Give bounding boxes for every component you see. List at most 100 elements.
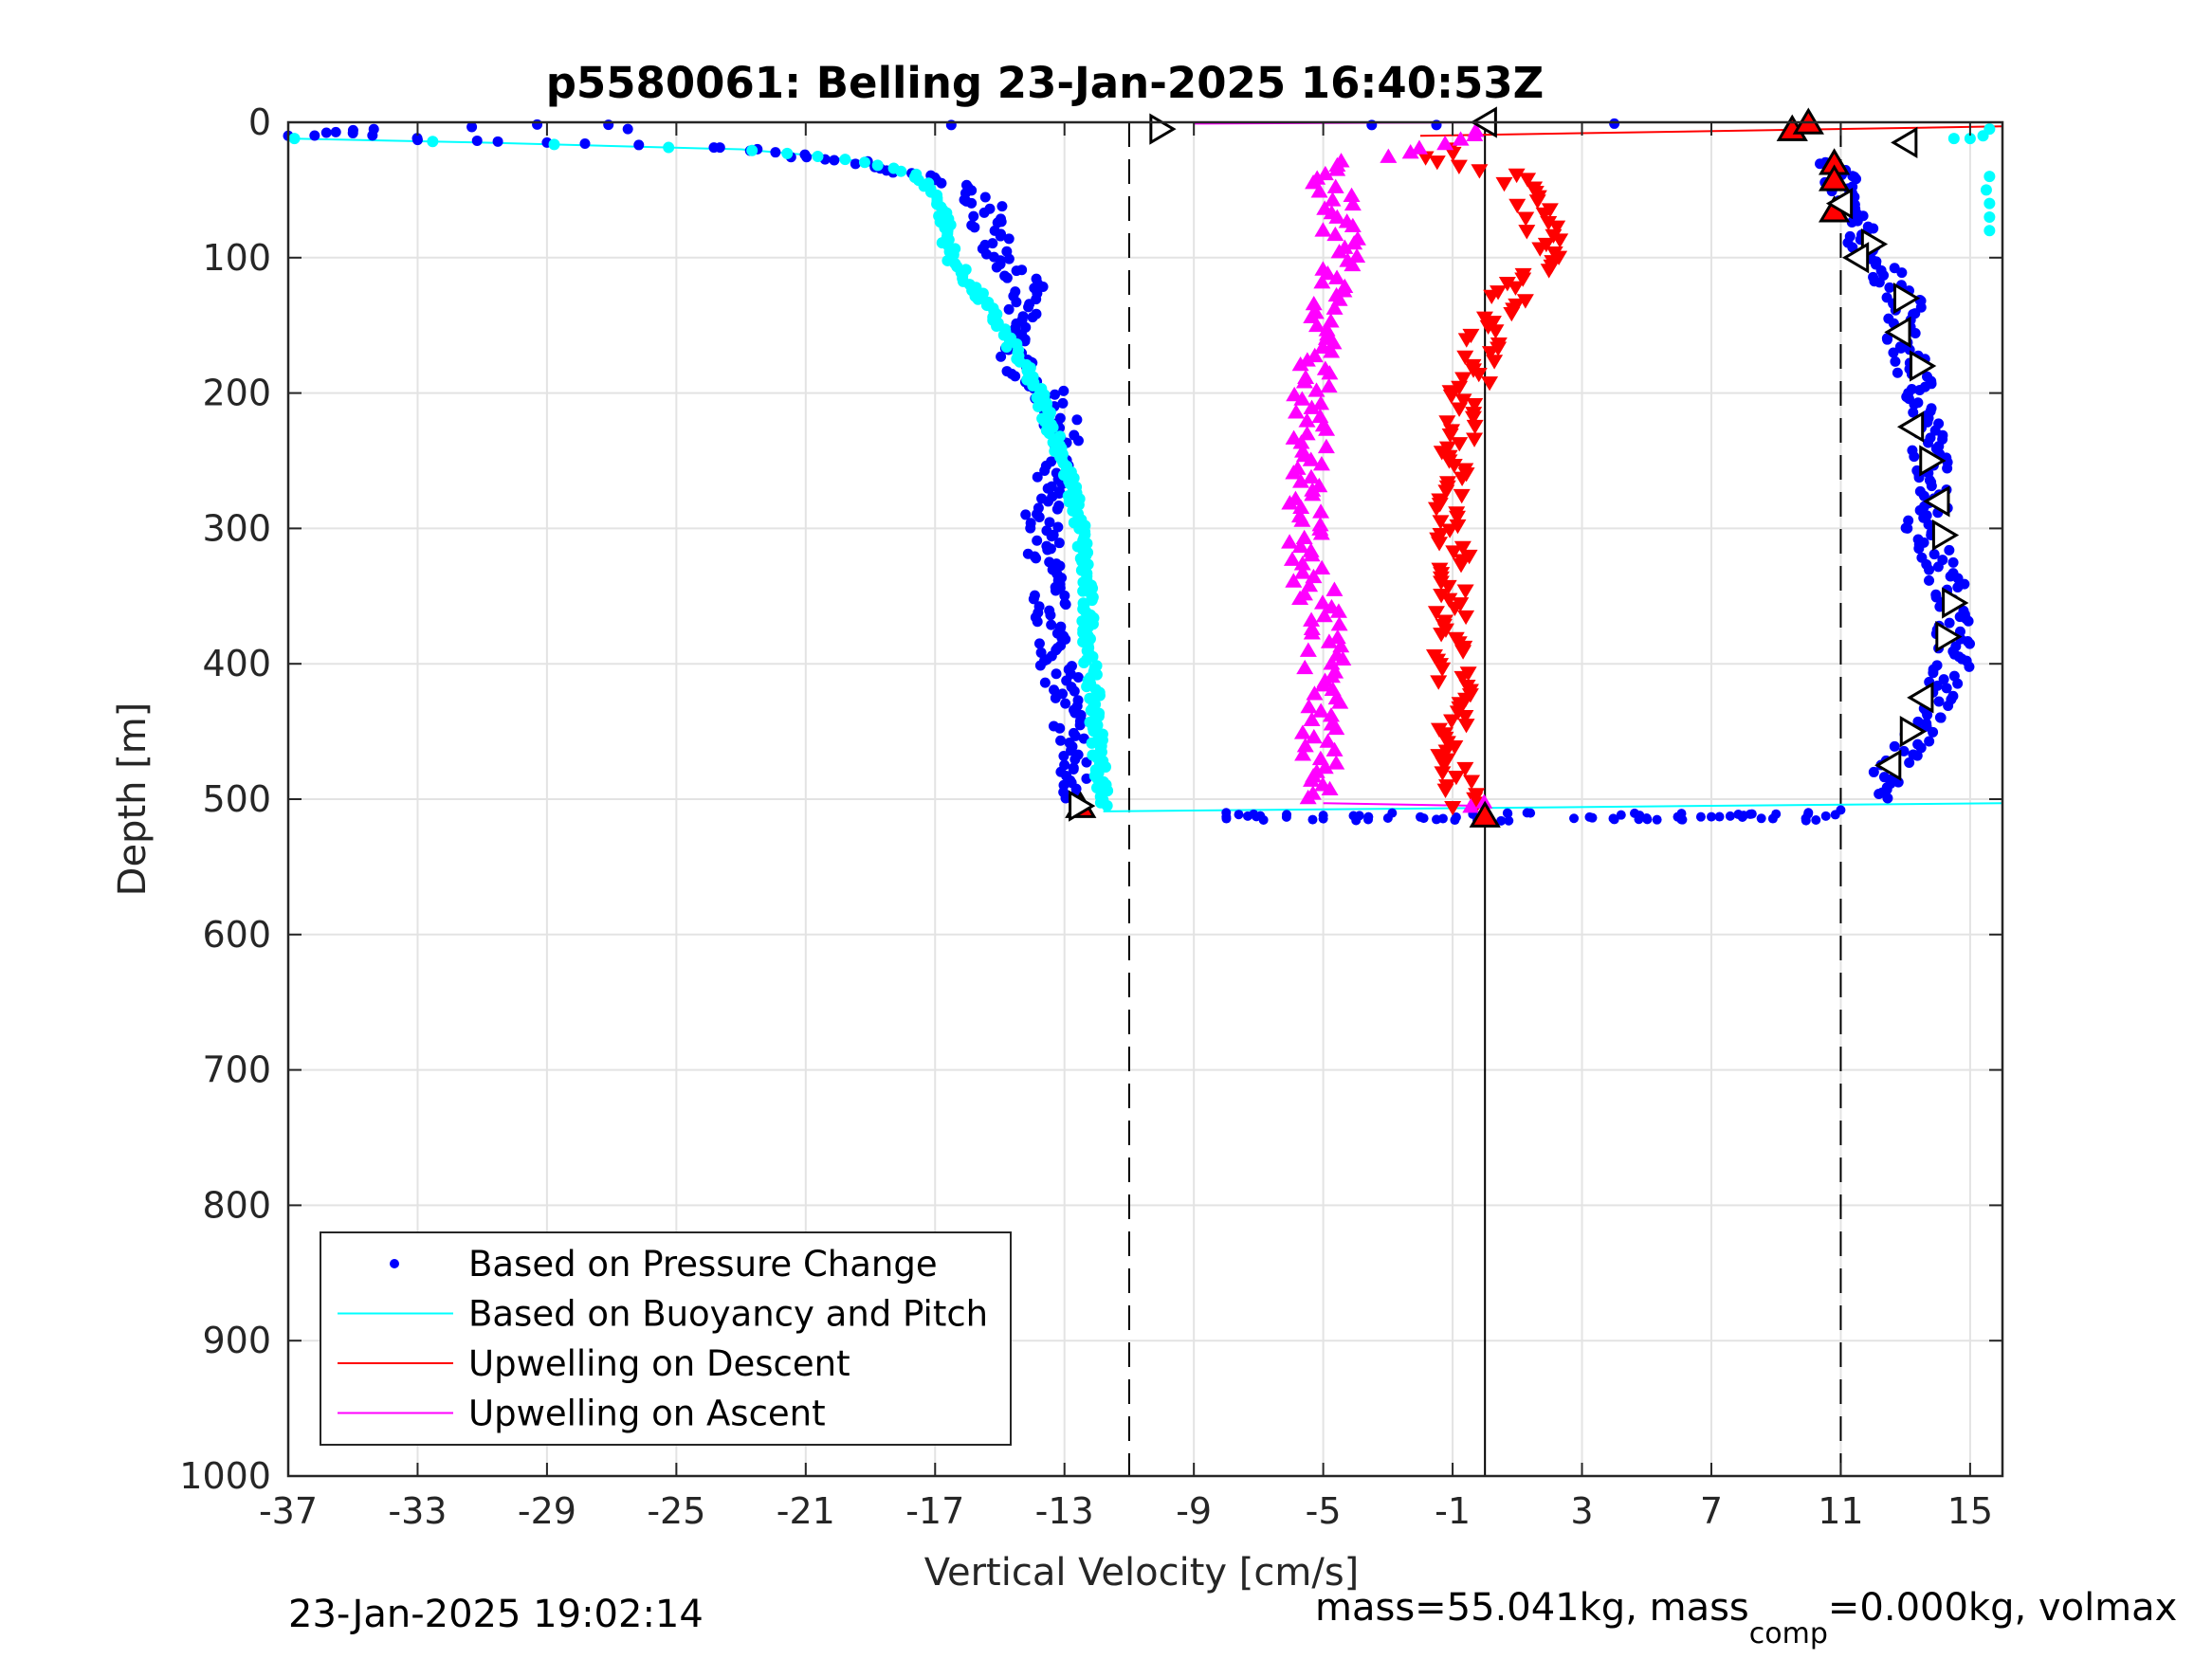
buoyancy-point bbox=[858, 156, 870, 169]
descent-marker bbox=[1466, 397, 1484, 413]
ascent-marker bbox=[1307, 763, 1325, 778]
pressure-point bbox=[1003, 303, 1015, 315]
pressure-point bbox=[1318, 813, 1328, 824]
descent-marker bbox=[1437, 744, 1455, 759]
buoyancy-point bbox=[812, 150, 824, 162]
x-tick-label: -37 bbox=[259, 1490, 318, 1532]
descent-marker bbox=[1471, 164, 1489, 179]
y-tick-label: 900 bbox=[202, 1320, 271, 1361]
pressure-point bbox=[1965, 638, 1976, 649]
ascent-marker bbox=[1319, 733, 1337, 748]
ascent-marker bbox=[1322, 707, 1340, 722]
ascent-marker bbox=[1325, 300, 1344, 315]
pressure-point bbox=[991, 262, 1002, 273]
descent-marker bbox=[1449, 519, 1467, 535]
x-tick-label: -13 bbox=[1035, 1490, 1094, 1532]
x-tick-label: 11 bbox=[1818, 1490, 1863, 1532]
ascent-marker bbox=[1336, 239, 1354, 254]
ascent-marker bbox=[1475, 793, 1493, 809]
open-marker bbox=[1874, 749, 1902, 781]
pressure-point bbox=[1011, 297, 1022, 308]
buoyancy-point bbox=[1086, 737, 1098, 749]
ascent-marker bbox=[1302, 542, 1320, 557]
ascent-marker bbox=[1401, 144, 1419, 159]
pressure-point bbox=[1060, 698, 1071, 709]
pressure-point bbox=[1049, 684, 1060, 696]
pressure-point bbox=[1081, 773, 1092, 784]
ascent-marker bbox=[1310, 183, 1328, 198]
ascent-marker bbox=[1293, 391, 1311, 406]
pressure-point bbox=[1258, 814, 1269, 825]
ascent-marker bbox=[1299, 642, 1317, 657]
ascent-marker bbox=[1315, 607, 1333, 623]
descent-marker bbox=[1433, 589, 1451, 604]
descent-marker bbox=[1495, 176, 1513, 192]
descent-marker bbox=[1517, 211, 1535, 227]
descent-marker bbox=[1447, 770, 1465, 786]
ascent-marker bbox=[1324, 191, 1342, 207]
pressure-point bbox=[1046, 531, 1057, 542]
ascent-marker bbox=[1327, 755, 1345, 770]
pressure-point bbox=[1892, 367, 1903, 378]
pressure-point bbox=[1882, 793, 1893, 804]
y-tick-label: 100 bbox=[202, 237, 271, 279]
descent-marker bbox=[1456, 584, 1474, 599]
pressure-point bbox=[1042, 544, 1053, 556]
pressure-point bbox=[1933, 696, 1945, 707]
pressure-point bbox=[1050, 389, 1061, 400]
descent-marker bbox=[1516, 294, 1534, 309]
pressure-point bbox=[1924, 564, 1935, 575]
pressure-point bbox=[1874, 277, 1885, 288]
pressure-point bbox=[1695, 811, 1706, 822]
ascent-marker bbox=[1303, 468, 1321, 484]
ascent-marker bbox=[1467, 122, 1485, 137]
ascent-marker bbox=[1344, 195, 1362, 211]
y-axis-label: Depth [m] bbox=[111, 702, 155, 897]
pressure-point bbox=[1053, 538, 1065, 549]
pressure-point bbox=[471, 135, 483, 146]
ascent-marker bbox=[1281, 534, 1299, 549]
ascent-marker bbox=[1314, 776, 1332, 792]
ascent-marker bbox=[1301, 576, 1319, 592]
ascent-marker bbox=[1339, 252, 1357, 267]
pressure-point bbox=[1042, 483, 1053, 494]
ascent-marker bbox=[1325, 581, 1344, 596]
pressure-point bbox=[622, 123, 633, 135]
pressure-point bbox=[320, 127, 332, 138]
pressure-point bbox=[1044, 517, 1055, 528]
pressure-point bbox=[1815, 158, 1826, 170]
descent-marker bbox=[1540, 264, 1558, 279]
footer-mass-text: mass=55.041kg, masscomp=0.000kg, volmax bbox=[1315, 1586, 2177, 1650]
open-marker bbox=[1931, 519, 1960, 552]
pressure-point bbox=[367, 130, 378, 141]
pressure-point bbox=[1046, 619, 1057, 630]
ascent-marker bbox=[1452, 131, 1470, 146]
pressure-point bbox=[996, 201, 1008, 212]
pressure-point bbox=[1055, 735, 1067, 746]
x-tick-label: -25 bbox=[647, 1490, 705, 1532]
pressure-point bbox=[1642, 814, 1653, 825]
buoyancy-point bbox=[991, 320, 1003, 333]
pressure-point bbox=[714, 142, 725, 154]
footer-timestamp: 23-Jan-2025 19:02:14 bbox=[288, 1593, 704, 1636]
buoyancy-point bbox=[972, 293, 984, 305]
descent-marker bbox=[1487, 324, 1505, 339]
pressure-point bbox=[1952, 678, 1964, 689]
descent-marker bbox=[1453, 471, 1472, 486]
pressure-point bbox=[1437, 813, 1448, 824]
ascent-marker bbox=[1312, 702, 1330, 718]
ascent-marker bbox=[1305, 295, 1323, 311]
descent-marker bbox=[1454, 372, 1472, 387]
ascent-marker bbox=[1303, 620, 1321, 635]
tick-labels: -37 -33 -29 -25 -21 -17 -13 -9 -5 -1 3 7 11 150100200… bbox=[179, 101, 1993, 1532]
descent-marker bbox=[1503, 307, 1521, 322]
pressure-point bbox=[1609, 118, 1620, 129]
pressure-point bbox=[1913, 543, 1925, 555]
descent-marker bbox=[1449, 510, 1467, 526]
pressure-point bbox=[1003, 233, 1015, 245]
pressure-point bbox=[579, 138, 591, 150]
descent-marker bbox=[1456, 761, 1474, 777]
open-marker bbox=[1825, 188, 1854, 220]
pressure-point bbox=[1932, 561, 1944, 573]
descent-marker bbox=[1431, 537, 1449, 552]
